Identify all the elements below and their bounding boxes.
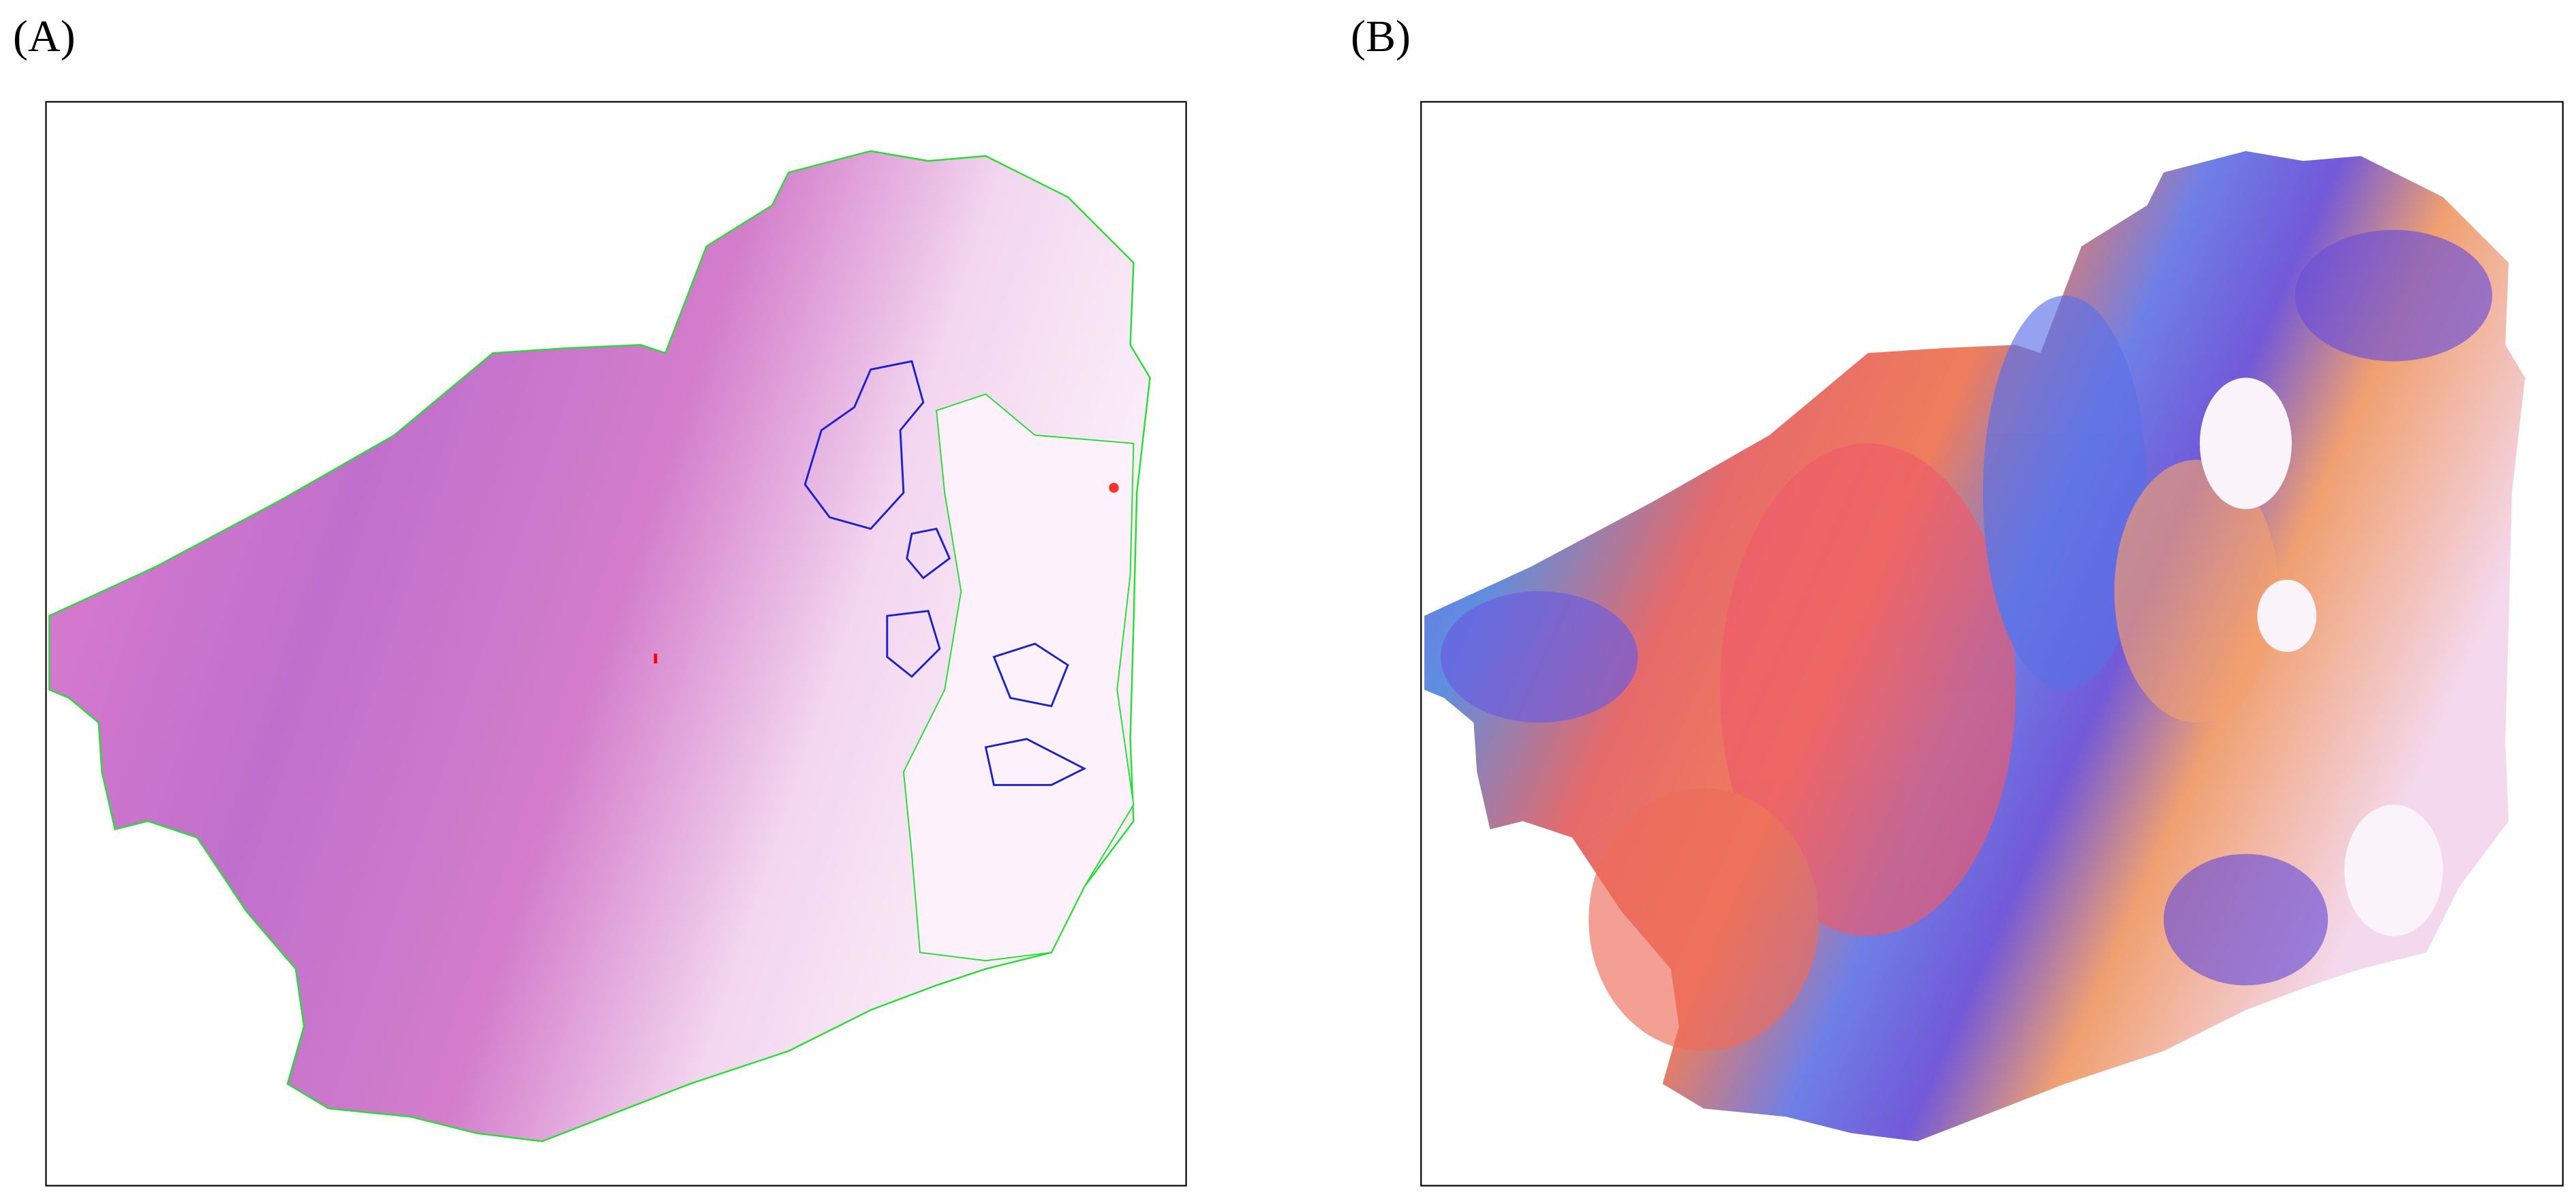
heatmap-regions [1441,230,2493,1051]
heatmap [1424,151,2526,1142]
green-annotations [902,393,1135,962]
blue-annotations [803,360,1087,786]
red-marker [654,653,658,664]
panel-label: (B) [1351,12,1411,61]
blank-regions [2199,377,2443,937]
red-marker [1109,482,1119,493]
panel-a [45,101,1187,1187]
panel-b [1420,101,2564,1187]
panel-label: (A) [13,12,76,61]
